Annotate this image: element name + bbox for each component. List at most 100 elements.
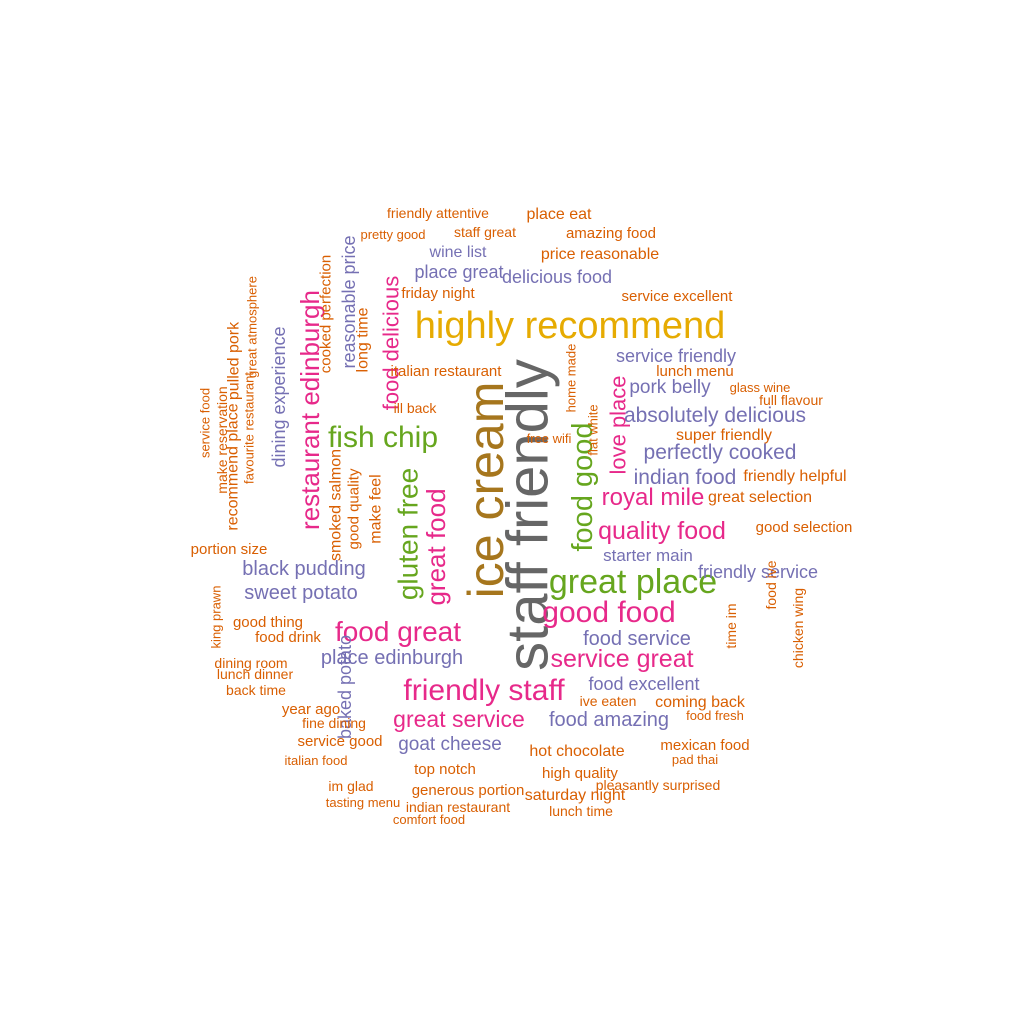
word-22: sweet potato [244,582,357,604]
word-96: time im [723,603,739,648]
word-40: coming back [655,694,746,711]
word-60: service good [297,733,382,750]
word-32: friendly service [698,562,818,582]
word-27: pork belly [629,377,711,398]
word-67: back time [226,682,286,698]
word-41: hot chocolate [529,743,624,760]
word-10: great food [421,488,451,605]
word-90: make reservation [214,386,230,493]
word-92: great atmosphere [245,276,260,378]
word-19: perfectly cooked [644,441,797,464]
word-62: ive eaten [580,693,637,709]
word-53: mexican food [660,737,749,754]
word-43: great selection [708,489,812,506]
word-79: comfort food [393,812,465,827]
word-64: friendly attentive [387,205,489,221]
word-50: portion size [191,541,268,558]
word-48: amazing food [566,225,656,242]
word-15: great service [393,706,525,732]
word-36: starter main [603,546,693,565]
word-31: food excellent [588,674,699,694]
word-74: ill back [394,400,438,416]
word-94: home made [564,344,579,413]
word-29: delicious food [502,267,612,287]
word-45: lunch menu [656,363,734,380]
word-73: glass wine [730,380,791,395]
word-54: generous portion [412,782,525,799]
word-8: friendly staff [403,674,565,707]
word-4: fish chip [328,421,438,454]
word-17: food delicious [379,276,404,411]
word-18: absolutely delicious [624,404,806,427]
word-63: staff great [454,224,516,240]
word-84: make feel [368,474,385,543]
word-78: tasting menu [326,795,400,810]
word-83: good quality [346,468,363,549]
word-25: food amazing [549,709,669,731]
word-7: good food [542,596,675,629]
word-82: smoked salmon [328,449,345,561]
word-81: free wifi [527,431,572,446]
word-77: italian food [285,753,348,768]
word-95: flat white [586,404,601,455]
word-76: pad thai [672,752,718,767]
word-70: indian restaurant [406,799,510,815]
word-9: food great [335,616,461,647]
word-0: staff friendly [496,359,561,671]
word-68: fine dining [302,715,366,731]
word-28: place great [414,262,503,282]
word-66: lunch dinner [217,666,294,682]
word-85: long time [355,307,372,372]
word-23: place edinburgh [321,647,463,669]
word-11: restaurant edinburgh [295,290,325,530]
word-6: gluten free [393,468,424,600]
word-65: dining room [214,655,287,671]
word-51: good selection [756,519,853,536]
word-52: full flavour [759,392,823,408]
word-5: food good [567,422,599,551]
word-24: food service [583,628,691,650]
word-3: great place [549,563,717,601]
word-14: royal mile [602,484,705,511]
word-87: favourite restaurant [242,372,257,484]
word-88: recommend place [225,403,242,530]
word-80: pretty good [360,227,425,242]
word-69: im glad [328,778,373,794]
word-46: italian restaurant [391,363,503,380]
word-12: service great [550,645,693,673]
word-93: king prawn [209,586,224,649]
word-1: ice cream [458,382,514,599]
word-38: price reasonable [541,246,659,263]
word-16: love place [606,375,631,474]
word-42: friendly helpful [743,468,846,485]
word-71: lunch time [549,803,613,819]
word-72: pleasantly surprised [596,777,721,793]
word-98: chicken wing [790,588,806,668]
word-30: service friendly [616,346,736,366]
word-56: high quality [542,765,618,782]
word-86: cooked perfection [318,255,335,373]
word-26: goat cheese [398,734,502,755]
word-13: quality food [598,517,726,545]
word-89: pulled pork [226,321,243,400]
word-91: service food [198,388,213,458]
word-33: reasonable price [339,235,359,368]
word-21: black pudding [242,558,365,580]
word-2: highly recommend [415,305,725,347]
word-49: service excellent [622,288,734,305]
word-59: year ago [282,701,340,718]
word-34: dining experience [269,326,289,467]
word-75: food fresh [686,708,744,723]
word-20: indian food [634,466,737,489]
word-97: food ive [763,560,779,609]
word-37: wine list [429,244,487,261]
word-61: friday night [401,285,475,302]
word-47: place eat [527,206,592,223]
word-58: food drink [255,629,321,646]
word-57: good thing [233,614,303,631]
word-39: super friendly [676,427,772,444]
word-55: saturday night [525,787,626,804]
word-44: top notch [414,761,476,778]
word-35: baked potato [335,635,355,739]
